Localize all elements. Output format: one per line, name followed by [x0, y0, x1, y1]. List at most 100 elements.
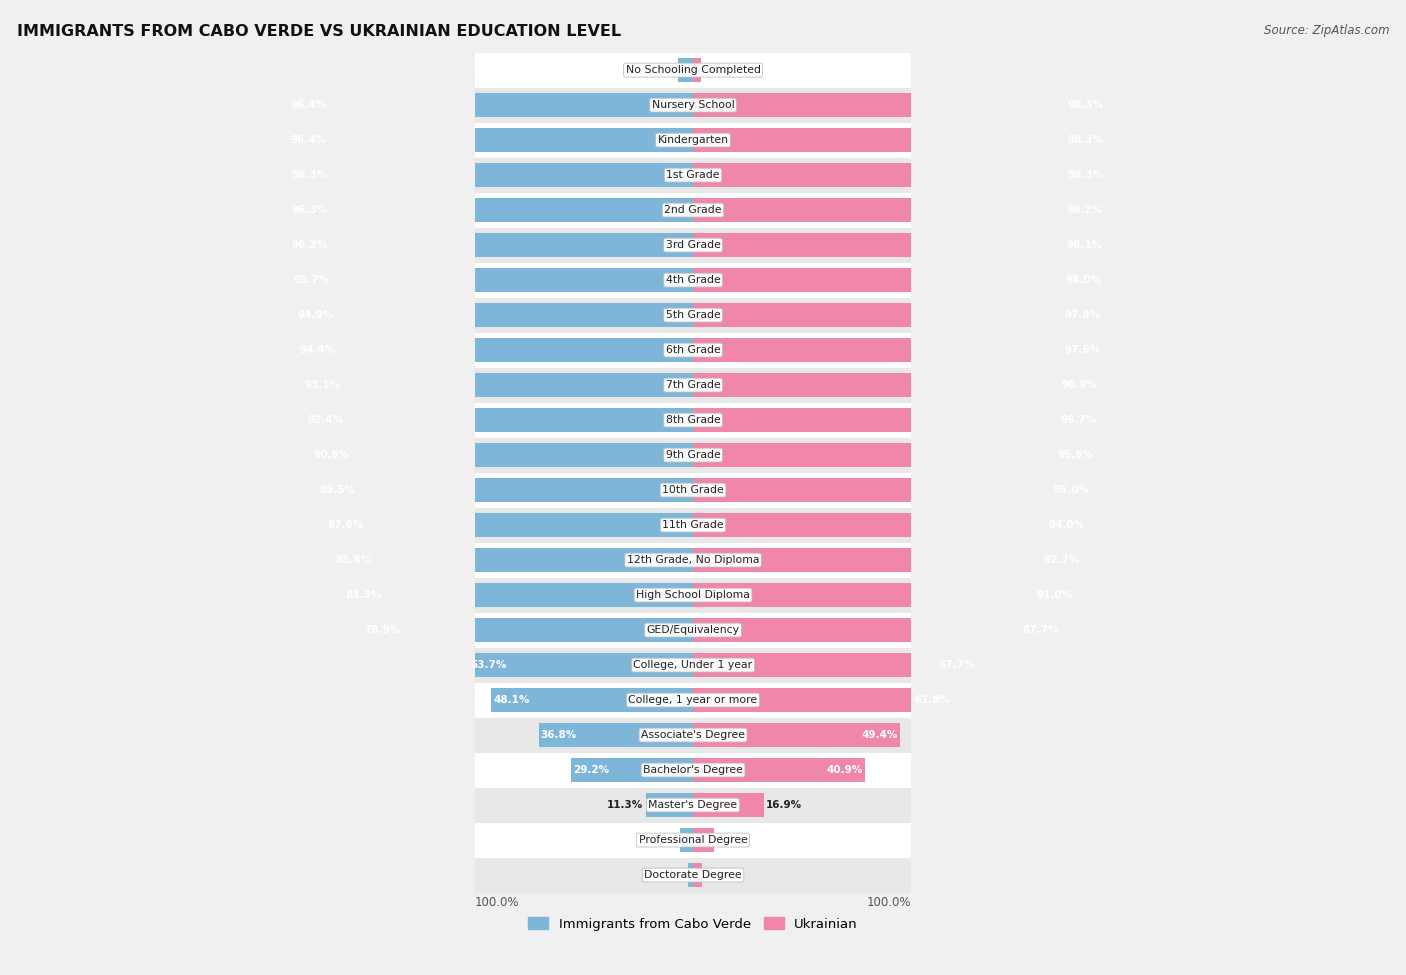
Bar: [693, 198, 1105, 222]
Bar: [326, 513, 693, 537]
Legend: Immigrants from Cabo Verde, Ukrainian: Immigrants from Cabo Verde, Ukrainian: [523, 912, 863, 936]
Bar: [693, 58, 700, 82]
Bar: [288, 129, 693, 152]
Bar: [290, 233, 693, 257]
Text: 96.9%: 96.9%: [1062, 380, 1097, 390]
Bar: [274, 823, 1112, 858]
Bar: [274, 612, 1112, 647]
Text: 96.3%: 96.3%: [291, 170, 328, 180]
Text: College, 1 year or more: College, 1 year or more: [628, 695, 758, 705]
Text: 4th Grade: 4th Grade: [665, 275, 720, 285]
Bar: [295, 303, 693, 327]
Text: 92.7%: 92.7%: [1043, 555, 1080, 566]
Bar: [274, 438, 1112, 473]
Text: 10th Grade: 10th Grade: [662, 486, 724, 495]
Text: 95.0%: 95.0%: [1053, 486, 1090, 495]
Bar: [693, 338, 1102, 362]
Text: GED/Equivalency: GED/Equivalency: [647, 625, 740, 635]
Text: Master's Degree: Master's Degree: [648, 800, 738, 810]
Bar: [318, 478, 693, 502]
Bar: [693, 268, 1104, 292]
Bar: [274, 718, 1112, 753]
Text: 49.4%: 49.4%: [862, 730, 898, 740]
Bar: [305, 409, 693, 432]
Text: 61.8%: 61.8%: [914, 695, 950, 705]
Text: 48.1%: 48.1%: [494, 695, 530, 705]
Bar: [688, 863, 693, 887]
Bar: [274, 682, 1112, 718]
Text: 6th Grade: 6th Grade: [665, 345, 720, 355]
Bar: [274, 403, 1112, 438]
Text: 95.7%: 95.7%: [294, 275, 330, 285]
Bar: [678, 58, 693, 82]
Text: 29.2%: 29.2%: [572, 765, 609, 775]
Text: 96.4%: 96.4%: [291, 100, 328, 110]
Bar: [571, 759, 693, 782]
Text: 98.3%: 98.3%: [1067, 136, 1104, 145]
Text: 40.9%: 40.9%: [827, 765, 862, 775]
Text: 16.9%: 16.9%: [766, 800, 803, 810]
Text: Associate's Degree: Associate's Degree: [641, 730, 745, 740]
Text: 11th Grade: 11th Grade: [662, 520, 724, 530]
Text: 100.0%: 100.0%: [866, 896, 911, 909]
Bar: [693, 129, 1105, 152]
Bar: [274, 577, 1112, 612]
Text: 5th Grade: 5th Grade: [665, 310, 720, 320]
Bar: [274, 262, 1112, 297]
Bar: [645, 794, 693, 817]
Bar: [693, 548, 1081, 572]
Text: 87.6%: 87.6%: [328, 520, 364, 530]
Text: 98.2%: 98.2%: [1067, 205, 1102, 215]
Text: Bachelor's Degree: Bachelor's Degree: [643, 765, 742, 775]
Bar: [302, 373, 693, 397]
Bar: [343, 583, 693, 607]
Text: 96.4%: 96.4%: [291, 136, 328, 145]
Bar: [693, 373, 1099, 397]
Bar: [363, 618, 693, 642]
Text: High School Diploma: High School Diploma: [636, 590, 749, 600]
Text: 94.4%: 94.4%: [299, 345, 336, 355]
Text: 3.1%: 3.1%: [650, 835, 678, 845]
Text: 96.7%: 96.7%: [1060, 415, 1097, 425]
Bar: [491, 688, 693, 712]
Bar: [274, 788, 1112, 823]
Text: 85.8%: 85.8%: [335, 555, 371, 566]
Bar: [693, 163, 1105, 187]
Text: 67.7%: 67.7%: [938, 660, 974, 670]
Bar: [274, 227, 1112, 262]
Text: Source: ZipAtlas.com: Source: ZipAtlas.com: [1264, 24, 1389, 37]
Text: 96.2%: 96.2%: [291, 240, 328, 251]
Bar: [290, 198, 693, 222]
Bar: [693, 303, 1104, 327]
Bar: [693, 759, 865, 782]
Bar: [693, 94, 1105, 117]
Text: 100.0%: 100.0%: [475, 896, 519, 909]
Text: Nursery School: Nursery School: [651, 100, 734, 110]
Bar: [693, 794, 763, 817]
Text: 1.8%: 1.8%: [703, 65, 731, 75]
Bar: [274, 53, 1112, 88]
Text: 96.3%: 96.3%: [291, 205, 328, 215]
Bar: [297, 338, 693, 362]
Bar: [291, 268, 693, 292]
Bar: [693, 688, 952, 712]
Text: 98.3%: 98.3%: [1067, 170, 1104, 180]
Bar: [693, 478, 1091, 502]
Text: 3.5%: 3.5%: [647, 65, 676, 75]
Text: 97.8%: 97.8%: [1064, 310, 1101, 320]
Text: Professional Degree: Professional Degree: [638, 835, 748, 845]
Bar: [693, 513, 1087, 537]
Text: Doctorate Degree: Doctorate Degree: [644, 870, 742, 880]
Text: 2nd Grade: 2nd Grade: [664, 205, 721, 215]
Bar: [538, 723, 693, 747]
Bar: [274, 297, 1112, 332]
Bar: [274, 88, 1112, 123]
Bar: [274, 753, 1112, 788]
Bar: [288, 94, 693, 117]
Bar: [274, 542, 1112, 577]
Bar: [693, 653, 977, 677]
Text: 89.5%: 89.5%: [319, 486, 356, 495]
Text: 12th Grade, No Diploma: 12th Grade, No Diploma: [627, 555, 759, 566]
Text: 95.9%: 95.9%: [1057, 450, 1092, 460]
Bar: [274, 193, 1112, 227]
